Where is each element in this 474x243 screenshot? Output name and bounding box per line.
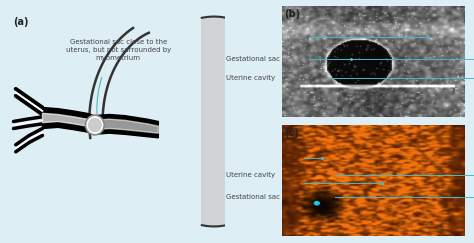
Circle shape: [88, 118, 102, 132]
Circle shape: [85, 115, 104, 135]
Text: Gestational sac close to the
uterus, but not surrounded by
myometrium: Gestational sac close to the uterus, but…: [65, 39, 171, 61]
Text: (c): (c): [284, 129, 299, 139]
Text: (b): (b): [284, 9, 301, 19]
Text: Uterine cavity: Uterine cavity: [226, 75, 275, 81]
Text: (a): (a): [13, 17, 29, 26]
Polygon shape: [94, 119, 158, 133]
Polygon shape: [43, 107, 94, 134]
Polygon shape: [202, 17, 292, 226]
Polygon shape: [94, 114, 158, 138]
Text: Gestational sac: Gestational sac: [226, 56, 280, 62]
Text: Uterine cavity: Uterine cavity: [226, 172, 275, 178]
Polygon shape: [43, 113, 94, 129]
Text: Gestational sac: Gestational sac: [226, 194, 280, 200]
